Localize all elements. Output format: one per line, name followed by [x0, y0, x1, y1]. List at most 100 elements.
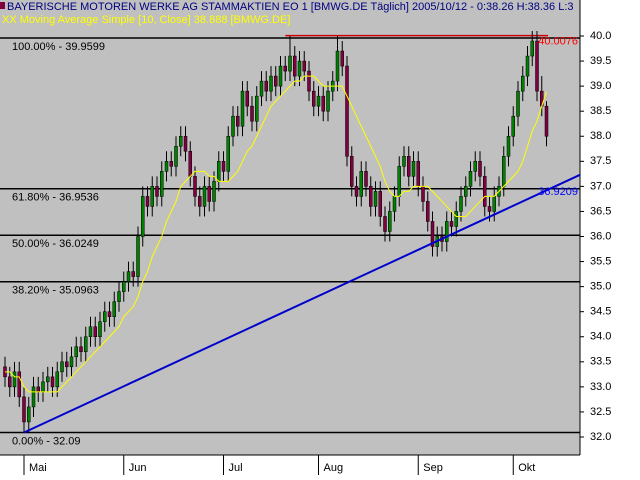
y-tick-label: 32.0	[590, 431, 611, 443]
x-tick-label: Okt	[518, 462, 535, 474]
candle-body	[74, 346, 78, 358]
x-tick-label: Jul	[229, 462, 243, 474]
candle-body	[335, 50, 340, 82]
candle-body	[17, 371, 21, 398]
candle-body	[521, 75, 525, 92]
candle-body	[217, 161, 221, 182]
candle-body	[478, 161, 482, 177]
candle-body	[93, 326, 97, 338]
resistance-label: 40.0076	[538, 36, 578, 48]
candle-body	[369, 186, 373, 207]
candle-body	[131, 271, 135, 277]
candle-body	[50, 376, 55, 388]
candle-body	[126, 271, 131, 282]
y-tick-label: 39.0	[590, 80, 611, 92]
candle-body	[388, 211, 392, 232]
candle-body	[8, 376, 12, 388]
candle-body	[79, 346, 83, 353]
candle-body	[250, 105, 254, 122]
candle-body	[12, 371, 17, 388]
candle-body	[36, 386, 40, 393]
candle-body	[421, 186, 425, 202]
candle-body	[340, 50, 344, 67]
candle-body	[464, 186, 468, 197]
candle-body	[88, 326, 93, 338]
legend-swatch	[0, 2, 5, 9]
y-tick-label: 37.0	[590, 180, 611, 192]
fib-label: 50.00% - 36.0249	[12, 238, 99, 250]
candle-body	[530, 40, 534, 57]
candle-body	[416, 161, 420, 187]
y-tick-label: 35.5	[590, 255, 611, 267]
candle-body	[345, 65, 349, 157]
candle-body	[449, 221, 454, 227]
candle-body	[483, 176, 487, 207]
candle-body	[141, 196, 145, 237]
trendline-label: 36.9209	[538, 186, 578, 198]
candle-body	[373, 191, 378, 207]
candle-body	[136, 236, 140, 277]
candle-body	[198, 196, 202, 207]
fib-label: 38.20% - 35.0963	[12, 285, 99, 297]
candle-body	[169, 161, 173, 167]
y-tick-label: 40.0	[590, 30, 611, 42]
ma-legend: XX Moving Average Simple [10, Close] 38.…	[2, 14, 290, 26]
candle-body	[430, 221, 435, 247]
candle-body	[264, 80, 268, 92]
candle-body	[487, 206, 492, 212]
candle-body	[326, 90, 330, 112]
moving-average-line	[5, 75, 547, 393]
candle-body	[155, 186, 159, 197]
candle-body	[31, 386, 36, 408]
candle-body	[350, 156, 354, 187]
candle-body	[492, 196, 496, 212]
candle-body	[98, 321, 102, 337]
candle-body	[221, 161, 226, 172]
candle-body	[107, 311, 112, 317]
candle-body	[245, 90, 249, 107]
candle-body	[55, 371, 59, 388]
candle-body	[183, 136, 188, 152]
candle-body	[535, 40, 539, 92]
candle-body	[426, 201, 430, 222]
x-tick-label: Sep	[423, 462, 443, 474]
candle-body	[226, 136, 230, 172]
candle-body	[321, 95, 325, 112]
candle-body	[302, 60, 306, 72]
candle-body	[516, 90, 520, 117]
candle-body	[65, 361, 69, 368]
candle-body	[468, 171, 473, 187]
y-tick-label: 39.5	[590, 55, 611, 67]
candle-body	[307, 70, 311, 92]
candle-body	[459, 196, 463, 212]
y-tick-label: 36.5	[590, 205, 611, 217]
candle-body	[411, 161, 416, 177]
candle-body	[364, 171, 368, 187]
candle-body	[283, 65, 287, 72]
candle-body	[397, 166, 401, 197]
candle-body	[60, 361, 64, 373]
y-tick-label: 33.0	[590, 381, 611, 393]
candle-body	[160, 171, 164, 197]
y-tick-label: 33.5	[590, 356, 611, 368]
candle-body	[212, 181, 216, 202]
x-tick-label: Mai	[29, 462, 47, 474]
candle-body	[445, 221, 449, 242]
candle-body	[288, 55, 292, 72]
candle-body	[402, 156, 406, 167]
candle-body	[297, 60, 302, 77]
candle-body	[255, 95, 259, 122]
candle-body	[164, 161, 169, 172]
x-tick-label: Jun	[129, 462, 147, 474]
y-tick-label: 36.0	[590, 230, 611, 242]
fib-label: 61.80% - 36.9536	[12, 192, 99, 204]
trendline	[23, 173, 581, 434]
candle-body	[207, 186, 211, 202]
candle-body	[506, 136, 511, 157]
candle-body	[117, 291, 121, 302]
candle-body	[202, 186, 207, 207]
candle-body	[274, 75, 278, 87]
candle-body	[454, 211, 458, 227]
candle-body	[193, 176, 197, 197]
candle-body	[316, 95, 321, 107]
